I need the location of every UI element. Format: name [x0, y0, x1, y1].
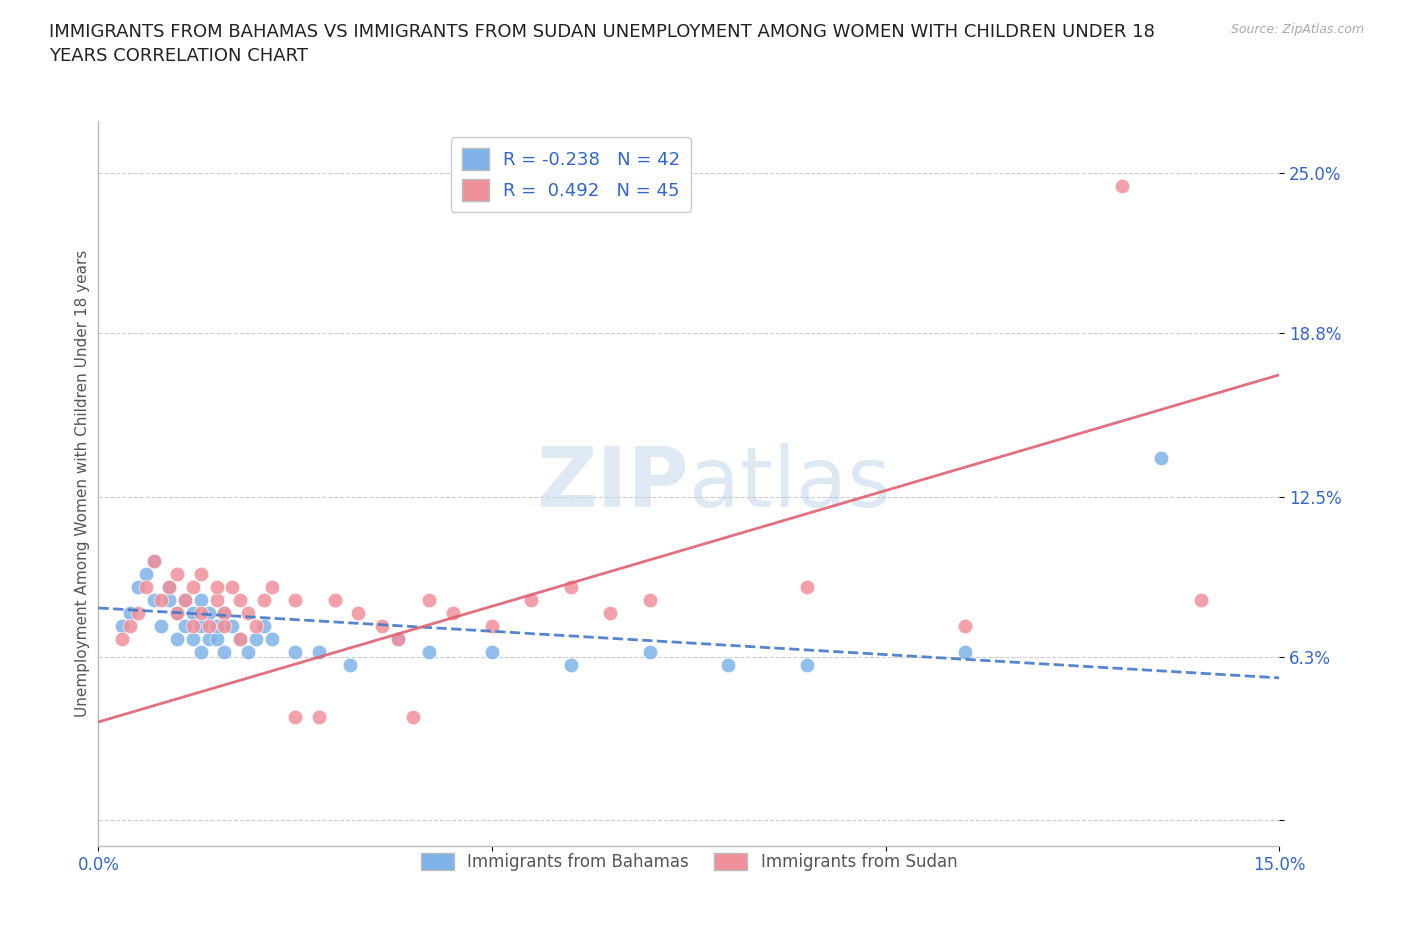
Point: [308, 644, 330, 659]
Point: [190, 567, 212, 582]
Point: [190, 618, 212, 633]
Point: [157, 579, 180, 594]
Point: [284, 710, 307, 724]
Point: [174, 618, 197, 633]
Point: [181, 631, 204, 646]
Point: [560, 658, 582, 672]
Point: [197, 631, 219, 646]
Point: [1189, 592, 1212, 607]
Point: [229, 592, 252, 607]
Point: [221, 618, 243, 633]
Point: [118, 605, 141, 620]
Point: [308, 710, 330, 724]
Point: [371, 618, 394, 633]
Point: [245, 631, 267, 646]
Point: [190, 644, 212, 659]
Point: [229, 631, 252, 646]
Text: Source: ZipAtlas.com: Source: ZipAtlas.com: [1230, 23, 1364, 36]
Point: [118, 618, 141, 633]
Point: [638, 644, 661, 659]
Point: [142, 592, 165, 607]
Point: [142, 554, 165, 569]
Text: atlas: atlas: [689, 443, 890, 525]
Point: [245, 618, 267, 633]
Point: [111, 631, 134, 646]
Point: [150, 592, 173, 607]
Point: [387, 631, 409, 646]
Point: [796, 658, 818, 672]
Point: [260, 579, 283, 594]
Point: [796, 579, 818, 594]
Point: [520, 592, 543, 607]
Point: [190, 605, 212, 620]
Point: [284, 644, 307, 659]
Point: [599, 605, 621, 620]
Point: [717, 658, 740, 672]
Point: [135, 567, 157, 582]
Point: [135, 579, 157, 594]
Legend: Immigrants from Bahamas, Immigrants from Sudan: Immigrants from Bahamas, Immigrants from…: [413, 846, 965, 878]
Point: [166, 631, 188, 646]
Point: [284, 592, 307, 607]
Point: [418, 592, 440, 607]
Point: [174, 592, 197, 607]
Point: [190, 592, 212, 607]
Point: [402, 710, 425, 724]
Point: [142, 554, 165, 569]
Point: [221, 579, 243, 594]
Point: [441, 605, 464, 620]
Text: IMMIGRANTS FROM BAHAMAS VS IMMIGRANTS FROM SUDAN UNEMPLOYMENT AMONG WOMEN WITH C: IMMIGRANTS FROM BAHAMAS VS IMMIGRANTS FR…: [49, 23, 1156, 65]
Point: [214, 605, 236, 620]
Point: [111, 618, 134, 633]
Point: [205, 592, 228, 607]
Point: [181, 605, 204, 620]
Point: [166, 605, 188, 620]
Point: [418, 644, 440, 659]
Point: [205, 631, 228, 646]
Point: [166, 567, 188, 582]
Point: [205, 579, 228, 594]
Point: [1111, 179, 1133, 193]
Point: [197, 605, 219, 620]
Point: [181, 579, 204, 594]
Point: [347, 605, 370, 620]
Point: [953, 618, 976, 633]
Point: [236, 644, 259, 659]
Point: [638, 592, 661, 607]
Point: [166, 605, 188, 620]
Point: [157, 592, 180, 607]
Point: [236, 605, 259, 620]
Point: [174, 592, 197, 607]
Point: [197, 618, 219, 633]
Point: [481, 618, 503, 633]
Point: [481, 644, 503, 659]
Point: [157, 579, 180, 594]
Point: [1150, 450, 1173, 465]
Point: [214, 605, 236, 620]
Point: [253, 592, 276, 607]
Point: [150, 618, 173, 633]
Point: [214, 644, 236, 659]
Point: [127, 579, 149, 594]
Point: [560, 579, 582, 594]
Point: [229, 631, 252, 646]
Text: ZIP: ZIP: [537, 443, 689, 525]
Point: [323, 592, 346, 607]
Point: [260, 631, 283, 646]
Y-axis label: Unemployment Among Women with Children Under 18 years: Unemployment Among Women with Children U…: [75, 250, 90, 717]
Point: [214, 618, 236, 633]
Point: [127, 605, 149, 620]
Point: [953, 644, 976, 659]
Point: [253, 618, 276, 633]
Point: [339, 658, 361, 672]
Point: [181, 618, 204, 633]
Point: [205, 618, 228, 633]
Point: [387, 631, 409, 646]
